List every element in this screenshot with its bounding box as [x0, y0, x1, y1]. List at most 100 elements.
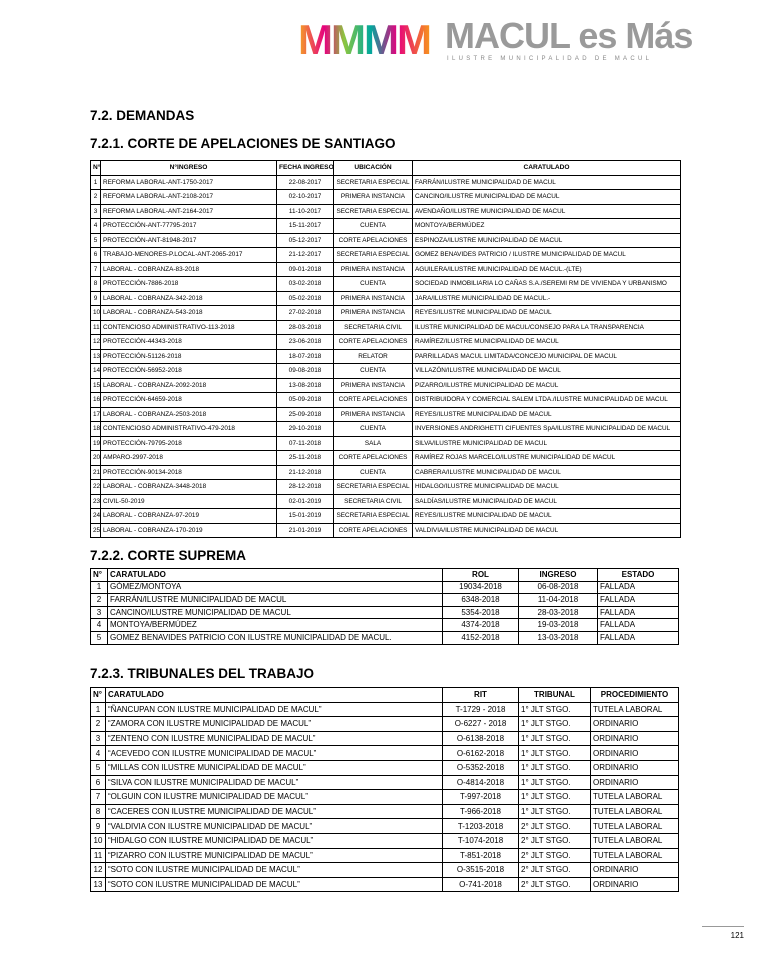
table-cell: 2: [90, 593, 108, 607]
table-row: 12 PROTECCIÓN-44343-2018 23-06-2018 CORTE A…: [90, 334, 681, 350]
table-row: 4 “ACEVEDO CON ILUSTRE MUNICIPALIDAD DE M…: [90, 745, 679, 761]
table-cell: 1° JLT STGO.: [518, 789, 591, 805]
table-cell: 24: [90, 508, 101, 524]
table-row: 2 “ZAMORA CON ILUSTRE MUNICIPALIDAD DE MA…: [90, 716, 679, 732]
table-cell: 10: [90, 305, 101, 321]
header-row: N° CARATULADO ROL INGRESO ESTADO: [90, 568, 679, 582]
table-cell: 19: [90, 435, 101, 451]
table-cell: T-997-2018: [442, 789, 519, 805]
table-cell: O-4814-2018: [442, 774, 519, 791]
table-cell: LABORAL - COBRANZA-2503-2018: [100, 406, 277, 422]
header-cell: N°: [90, 568, 108, 582]
table-cell: PRIMERA INSTANCIA: [333, 261, 413, 277]
table-cell: SECRETARIA ESPECIAL: [333, 247, 413, 263]
table-cell: 1° JLT STGO.: [518, 701, 591, 718]
table-cell: PARRILLADAS MACUL LIMITADA/CONCEJO MUNIC…: [412, 348, 681, 364]
header-cell: TRIBUNAL: [518, 687, 591, 703]
table-cell: PROTECCIÓN-56952-2018: [100, 363, 277, 379]
table-cell: 25-09-2018: [276, 406, 334, 422]
table-cell: 6: [90, 774, 106, 791]
table-cell: 1° JLT STGO.: [518, 716, 591, 732]
table-cell: GÓMEZ/MONTOYA: [107, 580, 443, 595]
table-cell: SECRETARIA CIVIL: [333, 493, 413, 509]
table-row: 3 CANCINO/ILUSTRE MUNICIPALIDAD DE MACUL 5…: [90, 605, 679, 620]
table-cell: 05-02-2018: [276, 290, 334, 306]
table-cell: 13-03-2018: [518, 630, 598, 645]
table-cell: PRIMERA INSTANCIA: [333, 290, 413, 306]
table-cell: 15-11-2017: [276, 218, 334, 234]
table-cell: 18: [90, 421, 101, 437]
table-cell: 05-12-2017: [276, 232, 334, 248]
table-cell: “ÑANCUPAN CON ILUSTRE MUNICIPALIDAD DE M…: [105, 701, 443, 718]
table-cell: O-5352-2018: [442, 759, 519, 776]
table-cell: PROTECCIÓN-90134-2018: [100, 464, 277, 480]
table-cell: 15: [90, 377, 101, 393]
table-cell: SECRETARIA CIVIL: [333, 319, 413, 335]
table-cell: PROTECCIÓN-ANT-81948-2017: [100, 232, 277, 248]
table-cell: 19-03-2018: [518, 618, 598, 632]
table-cell: O-3515-2018: [442, 862, 519, 878]
table-cell: MONTOYA/BERMÚDEZ: [107, 618, 443, 632]
table-cell: 05-09-2018: [276, 392, 334, 408]
table-cell: 21-12-2017: [276, 247, 334, 263]
table-cell: TUTELA LABORAL: [590, 789, 679, 805]
table-cell: ORDINARIO: [590, 774, 679, 791]
table-cell: CUENTA: [333, 218, 413, 234]
table-cell: 02-01-2019: [276, 493, 334, 509]
table-cell: GOMEZ BENAVIDES PATRICIO CON ILUSTRE MUN…: [107, 630, 443, 645]
table-cell: CUENTA: [333, 363, 413, 379]
table-row: 4 MONTOYA/BERMÚDEZ 4374-2018 19-03-2018 FALL…: [90, 618, 679, 632]
table-cell: PROTECCIÓN-64659-2018: [100, 392, 277, 408]
table-cell: 09-08-2018: [276, 363, 334, 379]
table-row: 1 REFORMA LABORAL-ANT-1750-2017 22-08-2017…: [90, 174, 681, 190]
table-cell: PRIMERA INSTANCIA: [333, 189, 413, 205]
table-row: 7 “OLGUIN CON ILUSTRE MUNICIPALIDAD DE MA…: [90, 789, 679, 805]
table-cell: 10: [90, 832, 106, 849]
table-cell: PIZARRO/ILUSTRE MUNICIPALIDAD DE MACUL: [412, 377, 681, 393]
table-cell: PROTECCIÓN-7886-2018: [100, 276, 277, 292]
table-cell: CONTENCIOSO ADMINISTRATIVO-113-2018: [100, 319, 277, 335]
table-cell: SECRETARIA ESPECIAL: [333, 174, 413, 190]
table-cell: 11: [90, 319, 101, 335]
table-cell: “VALDIVIA CON ILUSTRE MUNICIPALIDAD DE M…: [105, 818, 443, 834]
table-cell: ORDINARIO: [590, 716, 679, 732]
table-cell: 11-04-2018: [518, 593, 598, 607]
table-row: 5 PROTECCIÓN-ANT-81948-2017 05-12-2017 CORT…: [90, 232, 681, 248]
table-cell: RAMÍREZ/ILUSTRE MUNICIPALIDAD DE MACUL: [412, 334, 681, 350]
table-cell: CUENTA: [333, 464, 413, 480]
table-cell: TUTELA LABORAL: [590, 803, 679, 820]
table-cell: 9: [90, 290, 101, 306]
table-cell: 02-10-2017: [276, 189, 334, 205]
table-row: 16 PROTECCIÓN-64659-2018 05-09-2018 CORTE A…: [90, 392, 681, 408]
table-cell: REYES/ILUSTRE MUNICIPALIDAD DE MACUL: [412, 508, 681, 524]
table-cell: “SOTO CON ILUSTRE MUNICIPALIDAD DE MACUL…: [105, 876, 443, 893]
table-row: 25 LABORAL - COBRANZA-170-2019 21-01-2019 C…: [90, 522, 681, 538]
table-row: 17 LABORAL - COBRANZA-2503-2018 25-09-2018…: [90, 406, 681, 422]
table-cell: 4374-2018: [442, 618, 519, 632]
page-number: 121: [702, 926, 744, 940]
table-row: 9 “VALDIVIA CON ILUSTRE MUNICIPALIDAD DE …: [90, 818, 679, 834]
table-cell: CONTENCIOSO ADMINISTRATIVO-479-2018: [100, 421, 277, 437]
table-cell: DISTRIBUIDORA Y COMERCIAL SALEM LTDA./IL…: [412, 392, 681, 408]
table-cell: 27-02-2018: [276, 305, 334, 321]
table-cell: CORTE APELACIONES: [333, 522, 413, 538]
table-cell: 21-01-2019: [276, 522, 334, 538]
table-cell: “ZENTENO CON ILUSTRE MUNICIPALIDAD DE MA…: [105, 730, 443, 747]
header-cell: ESTADO: [597, 568, 679, 582]
table-row: 8 PROTECCIÓN-7886-2018 03-02-2018 CUENTA SOC…: [90, 276, 681, 292]
table-cell: 7: [90, 261, 101, 277]
table-cell: 16: [90, 392, 101, 408]
table-cell: T-1203-2018: [442, 818, 519, 834]
table-cell: SALDÍAS/ILUSTRE MUNICIPALIDAD DE MACUL: [412, 493, 681, 509]
table-cell: O-6138-2018: [442, 730, 519, 747]
header-cell: CARATULADO: [105, 687, 443, 703]
table-cell: FARRÁN/ILUSTRE MUNICIPALIDAD DE MACUL: [107, 593, 443, 607]
table-cell: 6348-2018: [442, 593, 519, 607]
table-cell: 11: [90, 847, 106, 864]
table-cell: 6: [90, 247, 101, 263]
table-title: 7.2.2. CORTE SUPREMA: [90, 548, 247, 563]
brand: MACUL es Más: [445, 15, 693, 56]
header-cell: FECHA INGRESO: [276, 160, 334, 176]
table-cell: SECRETARIA ESPECIAL: [333, 508, 413, 524]
